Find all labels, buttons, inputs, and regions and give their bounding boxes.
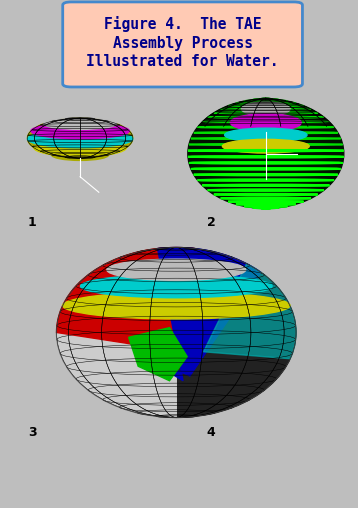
Circle shape	[188, 99, 344, 208]
FancyBboxPatch shape	[63, 2, 303, 87]
Polygon shape	[203, 264, 296, 359]
Polygon shape	[135, 247, 261, 381]
Ellipse shape	[27, 118, 133, 158]
Polygon shape	[57, 294, 176, 418]
Ellipse shape	[44, 118, 117, 130]
Ellipse shape	[28, 130, 133, 148]
Text: 3: 3	[28, 426, 37, 439]
Polygon shape	[129, 328, 187, 381]
Ellipse shape	[222, 139, 309, 153]
Ellipse shape	[241, 102, 290, 116]
Ellipse shape	[52, 149, 109, 161]
Text: 2: 2	[207, 216, 216, 229]
Polygon shape	[57, 247, 195, 350]
Ellipse shape	[81, 274, 272, 298]
Text: Figure 4.  The TAE
Assembly Process
Illustrated for Water.: Figure 4. The TAE Assembly Process Illus…	[86, 16, 279, 70]
Ellipse shape	[231, 114, 301, 131]
Text: 1: 1	[28, 216, 37, 229]
Ellipse shape	[224, 128, 307, 142]
Ellipse shape	[34, 139, 126, 156]
Ellipse shape	[63, 292, 290, 319]
Text: 4: 4	[207, 426, 216, 439]
Circle shape	[57, 247, 296, 418]
Ellipse shape	[107, 259, 246, 280]
Ellipse shape	[31, 123, 129, 139]
